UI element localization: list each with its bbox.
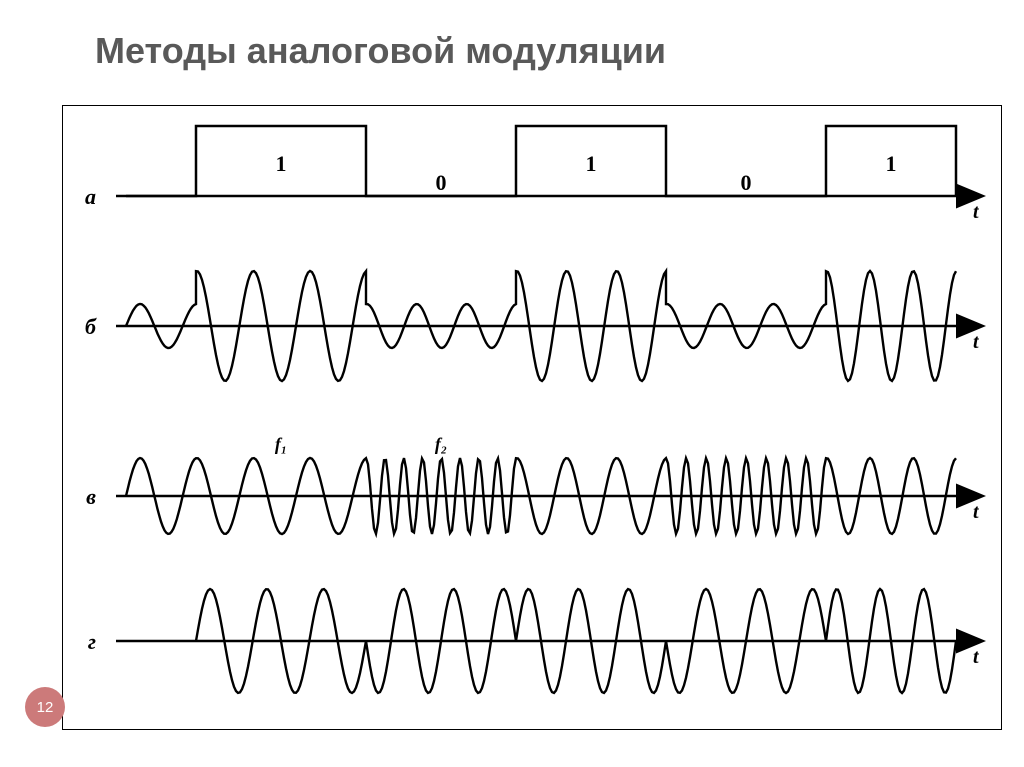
slide-number-badge: 12 <box>25 687 65 727</box>
svg-text:б: б <box>85 314 97 339</box>
svg-text:t: t <box>973 331 980 353</box>
svg-text:г: г <box>88 629 96 654</box>
svg-text:f₂: f₂ <box>435 434 447 454</box>
svg-text:1: 1 <box>276 151 287 176</box>
svg-text:t: t <box>973 501 980 523</box>
slide-number: 12 <box>37 699 54 716</box>
svg-text:f₁: f₁ <box>275 434 287 454</box>
svg-text:в: в <box>86 484 96 509</box>
svg-text:а: а <box>85 184 96 209</box>
svg-text:1: 1 <box>586 151 597 176</box>
svg-text:t: t <box>973 201 980 223</box>
svg-text:0: 0 <box>741 170 752 195</box>
svg-text:t: t <box>973 646 980 668</box>
svg-text:0: 0 <box>436 170 447 195</box>
slide: Методы аналоговой модуляции t а 1 0 1 0 1 t б t в f… <box>0 0 1024 767</box>
svg-text:1: 1 <box>886 151 897 176</box>
modulation-diagram: t а 1 0 1 0 1 t б t в f₁ f₂ t г <box>63 106 1003 731</box>
diagram-frame: t а 1 0 1 0 1 t б t в f₁ f₂ t г <box>62 105 1002 730</box>
slide-title: Методы аналоговой модуляции <box>95 30 666 72</box>
